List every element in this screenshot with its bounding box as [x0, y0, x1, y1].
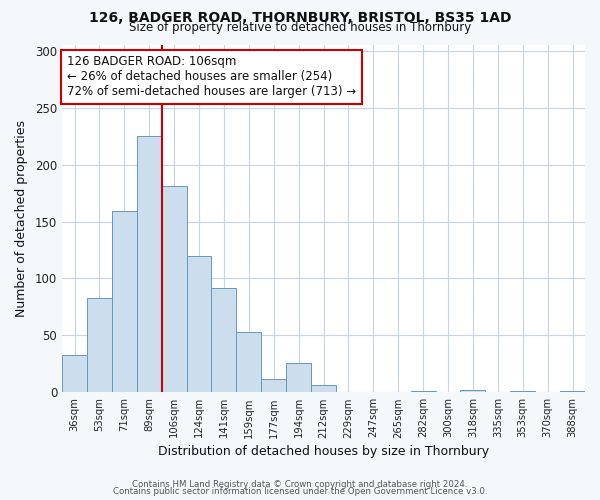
- Bar: [112, 212, 137, 392]
- X-axis label: Distribution of detached houses by size in Thornbury: Distribution of detached houses by size …: [158, 444, 489, 458]
- Bar: [137, 136, 161, 392]
- Text: 126, BADGER ROAD, THORNBURY, BRISTOL, BS35 1AD: 126, BADGER ROAD, THORNBURY, BRISTOL, BS…: [89, 11, 511, 25]
- Bar: [87, 298, 112, 392]
- Bar: [311, 386, 336, 392]
- Y-axis label: Number of detached properties: Number of detached properties: [15, 120, 28, 317]
- Bar: [560, 391, 585, 392]
- Bar: [510, 391, 535, 392]
- Text: 126 BADGER ROAD: 106sqm
← 26% of detached houses are smaller (254)
72% of semi-d: 126 BADGER ROAD: 106sqm ← 26% of detache…: [67, 56, 356, 98]
- Bar: [261, 378, 286, 392]
- Bar: [236, 332, 261, 392]
- Bar: [286, 362, 311, 392]
- Text: Contains HM Land Registry data © Crown copyright and database right 2024.: Contains HM Land Registry data © Crown c…: [132, 480, 468, 489]
- Bar: [410, 391, 436, 392]
- Bar: [211, 288, 236, 393]
- Text: Contains public sector information licensed under the Open Government Licence v3: Contains public sector information licen…: [113, 487, 487, 496]
- Bar: [161, 186, 187, 392]
- Bar: [62, 354, 87, 393]
- Text: Size of property relative to detached houses in Thornbury: Size of property relative to detached ho…: [129, 22, 471, 35]
- Bar: [460, 390, 485, 392]
- Bar: [187, 256, 211, 392]
